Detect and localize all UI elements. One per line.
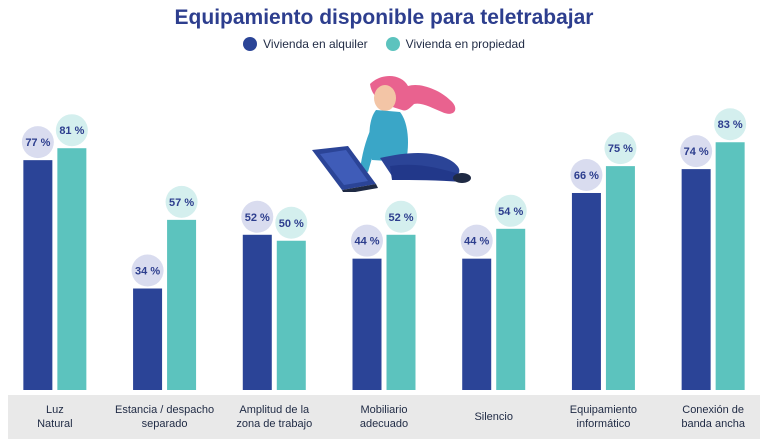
data-label-propiedad-5: 75 % xyxy=(608,143,633,155)
data-label-bubble-6-0 xyxy=(680,135,713,168)
data-label-propiedad-6: 83 % xyxy=(718,119,743,131)
data-label-bubble-0-0 xyxy=(21,126,54,159)
bar-alquiler-5 xyxy=(571,192,601,390)
bar-alquiler-4 xyxy=(462,258,492,390)
category-label-0-line-0: Luz xyxy=(46,404,64,416)
category-label-5-line-0: Equipamiento xyxy=(570,404,637,416)
data-label-bubble-1-0 xyxy=(131,254,164,287)
data-label-alquiler-3: 44 % xyxy=(354,236,379,248)
category-label-2-line-0: Amplitud de la xyxy=(239,404,310,416)
legend-swatch-alquiler xyxy=(243,37,258,51)
data-label-alquiler-6: 74 % xyxy=(684,146,709,158)
data-label-propiedad-3: 52 % xyxy=(388,212,413,224)
data-label-alquiler-0: 77 % xyxy=(25,137,50,149)
legend-swatch-propiedad xyxy=(385,37,400,51)
bar-propiedad-5 xyxy=(605,166,635,390)
category-label-6-line-1: banda ancha xyxy=(681,418,745,430)
legend-label-alquiler: Vivienda en alquiler xyxy=(263,37,368,51)
data-label-bubble-3-1 xyxy=(385,200,417,233)
category-band xyxy=(8,395,760,439)
data-label-bubble-5-1 xyxy=(604,132,637,165)
data-label-bubble-2-0 xyxy=(241,200,274,233)
data-label-propiedad-4: 54 % xyxy=(498,206,523,218)
data-label-alquiler-2: 52 % xyxy=(245,212,270,224)
data-label-propiedad-0: 81 % xyxy=(59,125,84,137)
data-label-bubble-3-0 xyxy=(351,224,383,257)
bar-alquiler-6 xyxy=(681,169,711,390)
category-label-3-line-1: adecuado xyxy=(360,418,408,430)
data-label-propiedad-1: 57 % xyxy=(169,197,194,209)
data-label-bubble-6-1 xyxy=(714,108,747,141)
bar-alquiler-0 xyxy=(23,160,53,390)
bar-propiedad-3 xyxy=(386,234,416,390)
chart-title: Equipamiento disponible para teletrabaja… xyxy=(174,6,594,29)
category-label-4-line-0: Silencio xyxy=(474,411,513,423)
bar-propiedad-4 xyxy=(496,228,526,390)
legend-item-alquiler: Vivienda en alquiler xyxy=(243,37,368,51)
data-label-bubble-4-0 xyxy=(460,224,493,257)
category-label-0-line-1: Natural xyxy=(37,418,72,430)
category-label-3-line-0: Mobiliario xyxy=(360,404,407,416)
data-label-alquiler-1: 34 % xyxy=(135,266,160,278)
data-label-propiedad-2: 50 % xyxy=(279,218,304,230)
bar-propiedad-2 xyxy=(276,240,306,390)
data-label-bubble-1-1 xyxy=(165,185,198,218)
data-label-bubble-0-1 xyxy=(55,114,88,147)
data-label-alquiler-5: 66 % xyxy=(574,170,599,182)
bar-alquiler-1 xyxy=(133,288,163,390)
legend: Vivienda en alquiler Vivienda en propied… xyxy=(0,37,768,51)
category-label-6-line-0: Conexión de xyxy=(682,404,744,416)
data-label-alquiler-4: 44 % xyxy=(464,236,489,248)
legend-label-propiedad: Vivienda en propiedad xyxy=(405,37,525,51)
category-label-1-line-0: Estancia / despacho xyxy=(115,404,214,416)
category-label-5-line-1: informático xyxy=(577,418,631,430)
data-label-bubble-4-1 xyxy=(494,194,527,227)
category-label-2-line-1: zona de trabajo xyxy=(236,418,312,430)
woman-with-laptop-illustration xyxy=(312,75,471,192)
bar-alquiler-3 xyxy=(352,258,382,390)
bar-propiedad-6 xyxy=(715,142,745,390)
bar-alquiler-2 xyxy=(242,234,272,390)
data-label-bubble-5-0 xyxy=(570,158,603,191)
bar-propiedad-0 xyxy=(57,148,87,390)
legend-item-propiedad: Vivienda en propiedad xyxy=(385,37,525,51)
bar-propiedad-1 xyxy=(167,219,197,390)
data-label-bubble-2-1 xyxy=(275,206,308,239)
category-label-1-line-1: separado xyxy=(142,418,188,430)
